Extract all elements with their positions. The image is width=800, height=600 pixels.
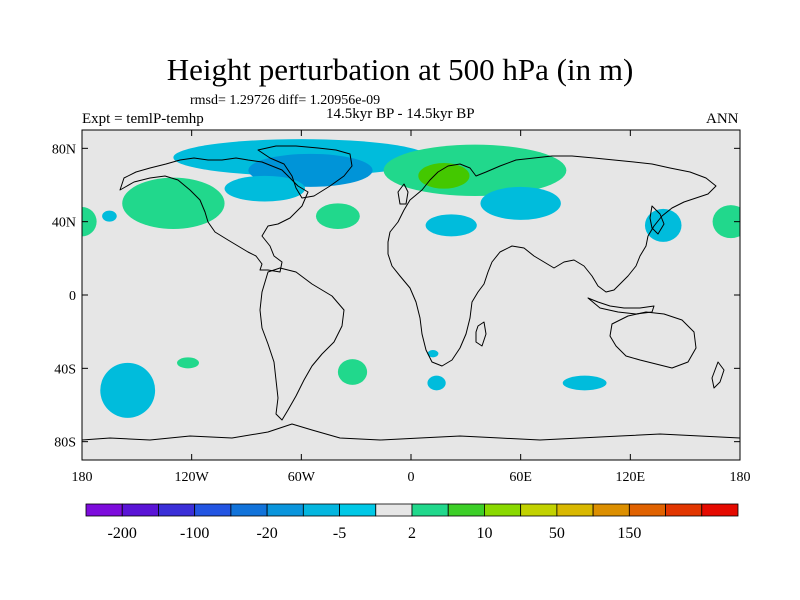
south-pacific-positive-region <box>177 357 199 369</box>
colorbar-label: 2 <box>408 525 416 542</box>
pacific-small-negative-region <box>102 210 117 222</box>
colorbar-swatch <box>484 503 522 517</box>
colorbar-swatch <box>121 503 159 517</box>
coastline-australia <box>609 311 697 369</box>
lon-tick-label: 180 <box>730 470 751 485</box>
colorbar: -200 -100 -20 -5 2 10 50 150 <box>85 503 739 542</box>
south-pacific-negative-region <box>100 362 156 418</box>
lon-tick-label: 60E <box>509 470 532 485</box>
colorbar-swatch <box>701 503 739 517</box>
lat-tick-label: 40S <box>54 362 76 377</box>
colorbar-swatch <box>194 503 232 517</box>
colorbar-label: 10 <box>476 525 492 542</box>
colorbar-swatch <box>447 503 485 517</box>
central-asia-negative-region <box>480 186 561 220</box>
coastline-new-zealand <box>711 361 725 389</box>
colorbar-swatch <box>411 503 449 517</box>
colorbar-label: -20 <box>256 525 277 542</box>
colorbar-swatch <box>339 503 377 517</box>
colorbar-swatch <box>302 503 340 517</box>
lon-tick-label: 120W <box>175 470 210 485</box>
period-label: 14.5kyr BP - 14.5kyr BP <box>326 106 475 122</box>
scandinavia-positive-region <box>383 144 567 196</box>
lon-tick-label: 120E <box>616 470 646 485</box>
south-indian-negative-region <box>562 375 607 391</box>
stats-line: rmsd= 1.29726 diff= 1.20956e-09 <box>190 93 381 108</box>
colorbar-label: -100 <box>180 525 209 542</box>
south-atlantic-negative-small <box>427 350 439 358</box>
lon-tick-label: 180 <box>72 470 93 485</box>
lon-tick-label: 60W <box>288 470 316 485</box>
colorbar-swatch <box>592 503 630 517</box>
mediterranean-negative-region <box>425 214 477 237</box>
coastline-north-america <box>119 157 309 273</box>
lat-tick-label: 40N <box>52 216 76 231</box>
europe-positive-core <box>418 163 470 189</box>
coastline-south-america <box>259 267 345 421</box>
coastline-japan <box>649 205 665 235</box>
lon-tick-label: 0 <box>408 470 415 485</box>
alaska-positive-region <box>122 177 225 229</box>
coastline-indonesia <box>587 297 655 315</box>
colorbar-swatch <box>230 503 268 517</box>
colorbar-swatch <box>665 503 703 517</box>
colorbar-swatch <box>628 503 666 517</box>
colorbar-swatch <box>520 503 558 517</box>
south-atlantic-positive-region <box>337 359 368 385</box>
colorbar-swatch <box>266 503 304 517</box>
colorbar-label: 150 <box>617 525 641 542</box>
hudson-negative-region <box>224 175 305 202</box>
colorbar-label: -200 <box>108 525 137 542</box>
lat-tick-label: 80S <box>54 436 76 451</box>
coastlines <box>82 145 740 441</box>
colorbar-swatch <box>375 503 413 517</box>
colorbar-swatch <box>85 503 123 517</box>
coastline-britain <box>397 183 409 205</box>
lat-tick-label: 0 <box>69 289 76 304</box>
colorbar-swatch <box>556 503 594 517</box>
coastline-madagascar <box>475 321 487 347</box>
lat-tick-label: 80N <box>52 142 76 157</box>
south-africa-negative-region <box>427 375 446 391</box>
colorbar-label: -5 <box>333 525 346 542</box>
season-label: ANN <box>706 111 739 127</box>
coastline-antarctica <box>82 423 740 441</box>
north-pacific-positive-region-east <box>712 205 740 239</box>
west-atlantic-positive-region <box>315 203 360 230</box>
coastline-eurasia-africa <box>387 155 717 367</box>
plot-title: Height perturbation at 500 hPa (in m) <box>166 52 634 87</box>
experiment-label: Expt = temlP-temhp <box>82 111 204 127</box>
colorbar-label: 50 <box>549 525 565 542</box>
coastline-greenland <box>257 145 353 199</box>
dateline-positive-region-west <box>82 207 97 237</box>
colorbar-swatch <box>158 503 196 517</box>
